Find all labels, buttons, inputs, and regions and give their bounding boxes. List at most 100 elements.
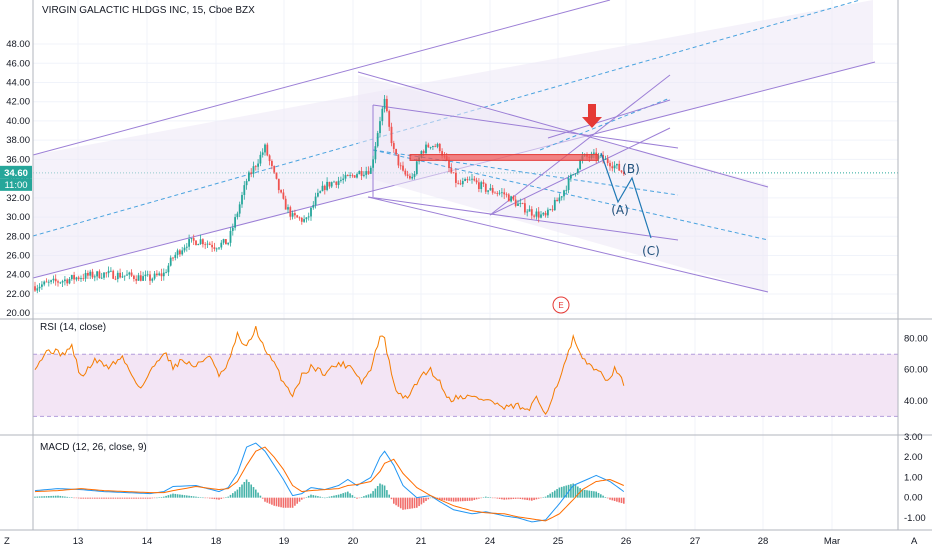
candlestick bbox=[268, 154, 271, 166]
candlestick bbox=[179, 248, 181, 257]
candle-body bbox=[556, 199, 558, 202]
candlestick bbox=[381, 106, 384, 126]
macd-histogram-bar bbox=[82, 497, 85, 499]
candlestick bbox=[528, 205, 531, 212]
candle-body bbox=[438, 143, 441, 152]
candlestick bbox=[429, 146, 432, 150]
candlestick bbox=[576, 167, 579, 176]
macd-histogram-bar bbox=[38, 496, 41, 498]
macd-histogram-bar bbox=[462, 497, 464, 502]
macd-histogram-bar bbox=[275, 497, 278, 507]
candle-body bbox=[300, 218, 303, 222]
candle-body bbox=[484, 183, 487, 192]
candlestick bbox=[482, 179, 485, 187]
candle-body bbox=[547, 209, 549, 216]
candlestick bbox=[540, 210, 542, 219]
macd-histogram-bar bbox=[123, 497, 126, 499]
candlestick bbox=[328, 181, 331, 189]
candle-body bbox=[133, 275, 135, 279]
candlestick bbox=[510, 195, 512, 203]
candle-body bbox=[432, 146, 434, 147]
macd-histogram-bar bbox=[496, 497, 499, 499]
candlestick bbox=[333, 180, 335, 183]
candle-body bbox=[526, 211, 529, 213]
macd-histogram-bar bbox=[105, 497, 108, 499]
candlestick bbox=[498, 190, 501, 196]
candlestick bbox=[360, 166, 363, 181]
candle-body bbox=[275, 172, 278, 179]
auto-scale-toggle[interactable]: A bbox=[911, 536, 918, 547]
macd-histogram-bar bbox=[609, 497, 611, 500]
candlestick bbox=[305, 217, 308, 223]
macd-histogram-bar bbox=[510, 497, 512, 500]
macd-histogram-bar bbox=[188, 495, 190, 498]
candlestick bbox=[494, 191, 496, 194]
candlestick bbox=[376, 130, 379, 148]
macd-histogram-bar bbox=[422, 497, 425, 503]
chart-title: VIRGIN GALACTIC HLDGS INC, 15, Cboe BZX bbox=[42, 5, 255, 16]
macd-histogram-bar bbox=[312, 495, 315, 498]
candle-body bbox=[475, 180, 478, 183]
current-time-label: 11:00 bbox=[4, 180, 27, 191]
candle-body bbox=[461, 181, 464, 185]
down-arrow-icon bbox=[582, 104, 602, 128]
channels bbox=[32, 0, 876, 293]
candlestick bbox=[218, 247, 220, 250]
candlestick bbox=[93, 274, 96, 282]
macd-histogram-bar bbox=[296, 497, 298, 504]
candlestick bbox=[211, 240, 213, 252]
candle-body bbox=[342, 178, 345, 180]
macd-histogram-bar bbox=[360, 496, 363, 498]
candlestick bbox=[459, 179, 462, 186]
candlestick bbox=[59, 281, 62, 285]
candle-body bbox=[480, 182, 483, 189]
macd-histogram-bar bbox=[284, 497, 287, 508]
candle-body bbox=[271, 161, 273, 166]
macd-histogram-bar bbox=[192, 496, 195, 498]
candle-body bbox=[225, 239, 227, 245]
macd-histogram-bar bbox=[606, 497, 609, 499]
candlestick bbox=[353, 175, 356, 178]
candlestick bbox=[45, 278, 48, 283]
candlestick bbox=[275, 172, 278, 180]
rsi-pane[interactable] bbox=[33, 325, 898, 417]
candlestick bbox=[107, 266, 110, 278]
candles[interactable] bbox=[34, 95, 625, 294]
macd-histogram-bar bbox=[204, 497, 206, 499]
macd-histogram-bar bbox=[528, 497, 531, 501]
candle-body bbox=[135, 278, 138, 281]
candlestick bbox=[342, 173, 345, 184]
candle-body bbox=[512, 196, 515, 200]
macd-histogram-bar bbox=[547, 495, 549, 498]
candlestick bbox=[317, 188, 319, 198]
timezone-toggle[interactable]: Z bbox=[4, 536, 10, 547]
candlestick bbox=[512, 195, 515, 201]
macd-histogram-bar bbox=[146, 497, 149, 499]
candlestick bbox=[199, 234, 202, 245]
rsi-label: RSI (14, close) bbox=[40, 322, 106, 333]
candlestick bbox=[438, 142, 441, 154]
event-marker-label: E bbox=[558, 301, 563, 310]
candle-body bbox=[181, 250, 184, 255]
macd-histogram-bar bbox=[245, 479, 248, 498]
candlestick bbox=[599, 154, 602, 158]
macd-histogram-bar bbox=[100, 497, 103, 499]
candlestick bbox=[77, 275, 80, 282]
candle-body bbox=[248, 172, 250, 182]
macd-tick-label: -1.00 bbox=[904, 513, 926, 524]
macd-pane[interactable] bbox=[34, 442, 625, 523]
candle-body bbox=[110, 270, 112, 272]
price-tick-label: 42.00 bbox=[6, 97, 30, 108]
candle-body bbox=[383, 98, 386, 109]
macd-histogram-bar bbox=[271, 497, 273, 505]
candlestick bbox=[121, 272, 124, 278]
wave-projection bbox=[600, 152, 652, 239]
macd-histogram-bar bbox=[457, 497, 459, 502]
macd-histogram-bar bbox=[149, 497, 151, 499]
macd-histogram-bar bbox=[66, 496, 68, 498]
candle-body bbox=[314, 196, 317, 206]
candlestick bbox=[579, 159, 581, 171]
x-tick-label: 18 bbox=[211, 536, 222, 547]
candle-body bbox=[491, 187, 494, 193]
candle-body bbox=[294, 213, 296, 216]
